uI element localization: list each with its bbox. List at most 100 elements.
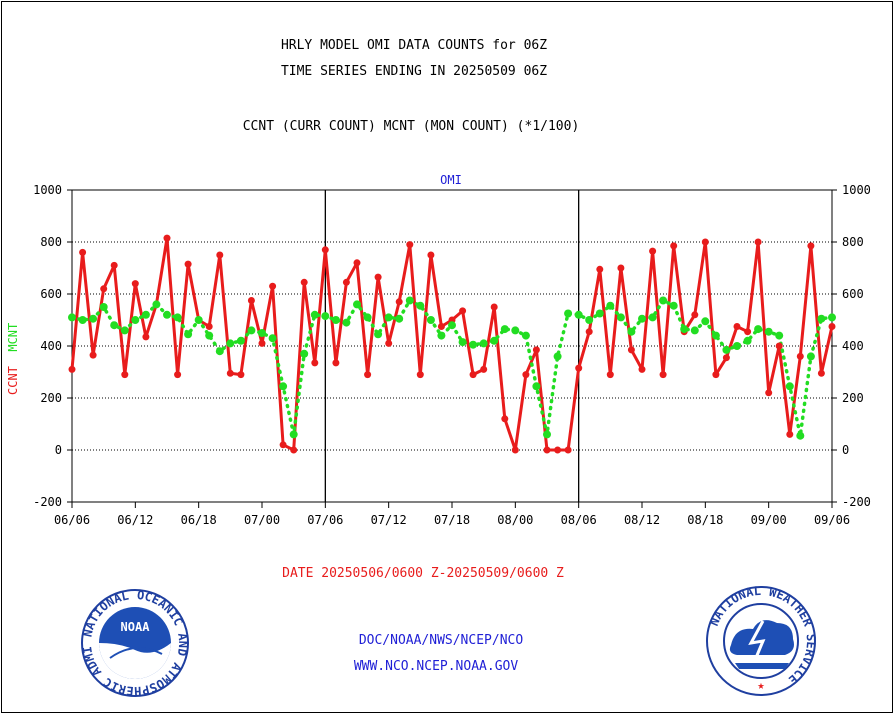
data-point-mcnt <box>363 313 372 322</box>
data-point-mcnt <box>564 309 573 318</box>
data-point-ccnt <box>342 278 350 286</box>
data-point-ccnt <box>68 365 76 373</box>
data-point-ccnt <box>659 371 667 379</box>
data-point-ccnt <box>353 259 361 267</box>
data-point-mcnt <box>141 310 150 319</box>
data-point-mcnt <box>226 339 235 348</box>
data-point-ccnt <box>174 371 182 379</box>
date-range-label: DATE 20250506/0600 Z-20250509/0600 Z <box>282 566 564 581</box>
data-point-mcnt <box>205 331 214 340</box>
data-point-ccnt <box>649 247 657 255</box>
data-point-ccnt <box>691 311 699 319</box>
x-tick-label: 06/12 <box>117 513 153 527</box>
data-point-mcnt <box>258 329 266 337</box>
data-point-ccnt <box>712 371 720 379</box>
data-point-ccnt <box>131 280 139 288</box>
data-point-mcnt <box>331 316 340 324</box>
data-point-mcnt <box>437 331 446 340</box>
data-point-mcnt <box>236 336 245 345</box>
data-point-mcnt <box>247 326 256 335</box>
org-label: DOC/NOAA/NWS/NCEP/NCO <box>358 633 524 648</box>
data-point-mcnt <box>574 310 583 319</box>
data-point-ccnt <box>670 242 678 250</box>
data-point-ccnt <box>89 351 97 359</box>
data-point-mcnt <box>743 336 752 345</box>
data-point-mcnt <box>163 310 171 319</box>
data-point-ccnt <box>511 446 519 454</box>
data-point-ccnt <box>564 446 572 454</box>
data-point-mcnt <box>268 334 277 343</box>
data-point-mcnt <box>616 313 625 322</box>
website-label: WWW.NCO.NCEP.NOAA.GOV <box>353 659 519 674</box>
y-tick-label-left: 400 <box>40 339 62 353</box>
data-point-ccnt <box>459 307 467 315</box>
data-point-mcnt <box>78 316 87 324</box>
data-point-ccnt <box>532 346 540 354</box>
data-point-ccnt <box>416 371 424 379</box>
data-point-mcnt <box>289 430 298 439</box>
data-point-ccnt <box>247 297 255 304</box>
data-point-mcnt <box>701 317 710 326</box>
data-point-mcnt <box>416 301 425 310</box>
x-tick-label: 06/18 <box>181 513 217 527</box>
data-point-mcnt <box>173 313 182 322</box>
y-tick-label-left: 800 <box>40 235 62 249</box>
data-point-mcnt <box>500 325 509 334</box>
data-point-ccnt <box>332 359 340 367</box>
data-point-mcnt <box>458 338 467 347</box>
data-point-mcnt <box>690 326 699 335</box>
data-point-mcnt <box>627 327 636 336</box>
y-tick-label-right: 200 <box>842 391 864 405</box>
data-point-mcnt <box>764 327 773 336</box>
data-point-mcnt <box>796 431 805 440</box>
data-point-ccnt <box>385 339 393 347</box>
data-point-ccnt <box>638 365 646 373</box>
nws-logo: NATIONAL WEATHER SERVICE ★ <box>706 585 817 696</box>
data-point-ccnt <box>311 359 319 367</box>
data-point-ccnt <box>627 346 635 354</box>
data-point-mcnt <box>68 313 76 322</box>
data-point-mcnt <box>479 339 488 348</box>
data-point-ccnt <box>374 273 382 281</box>
data-point-ccnt <box>226 369 234 377</box>
series-line-ccnt <box>70 236 834 452</box>
data-point-ccnt <box>300 278 308 286</box>
data-point-mcnt <box>595 309 604 318</box>
data-point-ccnt <box>321 246 329 254</box>
data-point-ccnt <box>817 369 825 377</box>
x-tick-label: 06/06 <box>54 513 90 527</box>
y-tick-label-right: -200 <box>842 495 871 509</box>
data-point-ccnt <box>796 352 804 360</box>
data-point-mcnt <box>194 316 203 324</box>
data-point-mcnt <box>817 314 826 323</box>
y-tick-label-right: 1000 <box>842 183 871 197</box>
data-point-ccnt <box>279 441 287 449</box>
y-tick-label-right: 600 <box>842 287 864 301</box>
data-point-mcnt <box>110 321 119 330</box>
data-point-ccnt <box>744 328 752 336</box>
data-point-ccnt <box>216 251 224 259</box>
data-point-mcnt <box>405 296 414 305</box>
y-tick-label-left: 600 <box>40 287 62 301</box>
noaa-logo: NATIONAL OCEANIC AND ATMOSPHERIC ADMINIS… <box>80 588 190 698</box>
data-point-ccnt <box>828 323 836 330</box>
data-point-mcnt <box>99 303 108 311</box>
series-points <box>68 234 836 454</box>
x-tick-label: 07/06 <box>307 513 343 527</box>
data-point-mcnt <box>511 326 520 335</box>
data-point-mcnt <box>806 352 815 361</box>
data-point-ccnt <box>585 328 593 336</box>
data-point-ccnt <box>79 248 87 256</box>
data-point-ccnt <box>501 415 509 423</box>
data-point-mcnt <box>754 325 763 334</box>
data-point-ccnt <box>142 333 150 341</box>
y-tick-label-right: 0 <box>842 443 849 457</box>
y-tick-label-left: 0 <box>55 443 62 457</box>
data-point-mcnt <box>648 313 657 322</box>
data-point-mcnt <box>310 310 319 319</box>
x-tick-label: 08/18 <box>687 513 723 527</box>
data-point-ccnt <box>543 446 551 454</box>
data-point-mcnt <box>395 314 404 323</box>
data-point-mcnt <box>553 352 562 361</box>
data-point-mcnt <box>374 330 383 339</box>
